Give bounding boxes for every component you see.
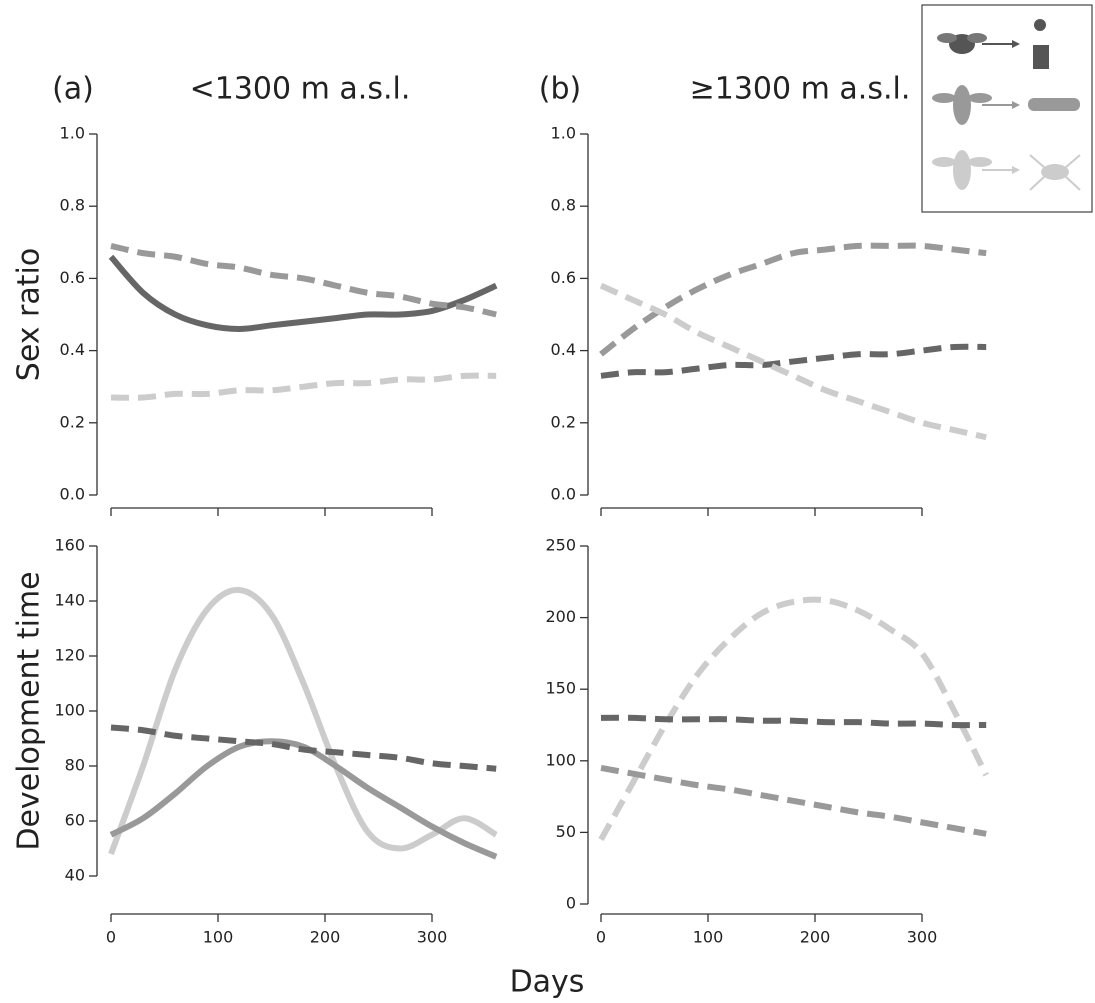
line-series	[108, 254, 498, 332]
y-tick-label: 0.0	[551, 485, 576, 504]
y-tick-label: 0.4	[60, 340, 85, 359]
y-tick-label: 0.8	[551, 196, 576, 215]
line-series	[598, 596, 989, 842]
y-tick-label: 0.2	[551, 412, 576, 431]
y-tick-label: 100	[545, 750, 576, 769]
y-tick-label: 140	[54, 591, 85, 610]
y-tick-label: 200	[545, 607, 576, 626]
y-tick-label: 50	[556, 822, 576, 841]
y-tick-label: 0.0	[60, 485, 85, 504]
legend-icon-dark	[937, 19, 1049, 69]
y-tick-label: 40	[65, 866, 85, 885]
x-tick-label: 200	[800, 928, 831, 947]
line-series	[109, 738, 498, 860]
line-series	[110, 372, 497, 401]
y-tick-label: 0.6	[551, 268, 576, 287]
line-series	[110, 724, 497, 772]
line-series	[108, 586, 498, 856]
y-tick-label: 1.0	[551, 124, 576, 143]
panel: 0.0 0.2 0.4 0.6 0.8 1.0 (b) ≥1300 m a.s.l.	[539, 72, 987, 516]
legend	[921, 4, 1093, 213]
legend-icon-mid	[932, 85, 1080, 125]
x-axis-label: Days	[510, 965, 585, 1000]
x-tick-label: 200	[310, 928, 341, 947]
y-tick-label: 100	[54, 701, 85, 720]
line-series	[600, 714, 987, 729]
panel-label: (b)	[539, 72, 581, 107]
y-tick-label: 150	[545, 679, 576, 698]
x-tick-label: 100	[693, 928, 724, 947]
line-series	[110, 242, 497, 318]
line-series	[599, 242, 987, 357]
panel-title: <1300 m a.s.l.	[190, 72, 411, 107]
y-axis-label: Development time	[12, 571, 47, 850]
y-tick-label: 0.4	[551, 340, 576, 359]
y-tick-label: 120	[54, 646, 85, 665]
line-series	[599, 282, 987, 441]
y-tick-label: 0	[566, 894, 576, 913]
legend-icon-light	[932, 150, 1081, 191]
y-tick-label: 0.8	[60, 196, 85, 215]
x-tick-label: 300	[907, 928, 938, 947]
panel: 0.0 0.2 0.4 0.6 0.8 1.0 (a) <1300 m a.s.l. Sex r…	[12, 72, 498, 516]
line-series	[600, 343, 987, 379]
panel-title: ≥1300 m a.s.l.	[690, 72, 911, 107]
panel: 40 60 80 100 120 140 160 0 100 200 300 Development …	[12, 536, 498, 947]
y-tick-label: 0.6	[60, 268, 85, 287]
y-tick-label: 60	[65, 811, 85, 830]
y-tick-label: 1.0	[60, 124, 85, 143]
y-tick-label: 250	[545, 536, 576, 555]
x-tick-label: 100	[203, 928, 234, 947]
line-series	[600, 765, 987, 837]
y-tick-label: 0.2	[60, 412, 85, 431]
panel: 0 50 100 150 200 250 0 100 200 300	[545, 536, 989, 947]
y-axis-label: Sex ratio	[12, 248, 47, 381]
x-tick-label: 0	[596, 928, 606, 947]
x-tick-label: 0	[106, 928, 116, 947]
y-tick-label: 160	[54, 536, 85, 555]
panel-label: (a)	[52, 72, 94, 107]
x-tick-label: 300	[417, 928, 448, 947]
y-tick-label: 80	[65, 756, 85, 775]
